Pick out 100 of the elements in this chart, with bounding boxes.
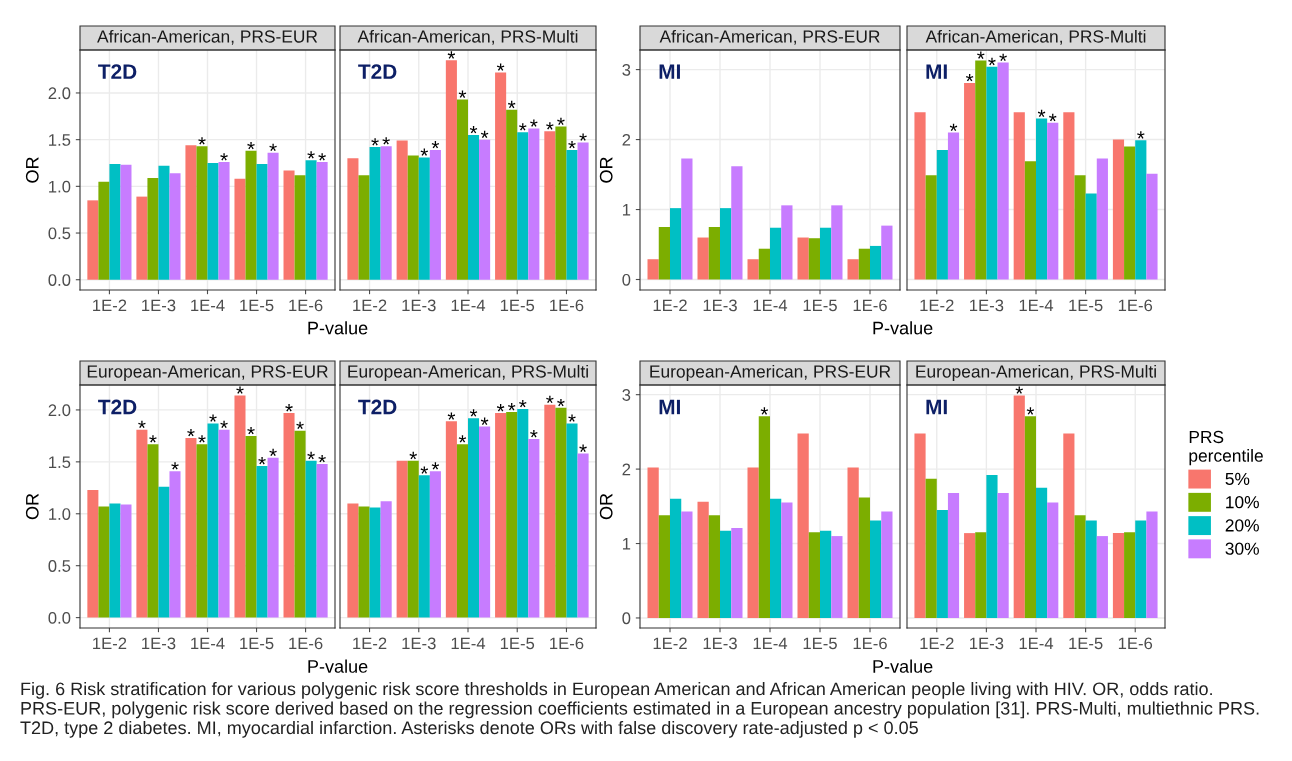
bar bbox=[925, 175, 937, 280]
bar bbox=[947, 492, 960, 618]
bar bbox=[936, 150, 948, 280]
bar bbox=[936, 510, 948, 618]
data-label: * bbox=[469, 409, 478, 417]
bar bbox=[147, 444, 159, 618]
x-tick-label: 1E-3 bbox=[402, 299, 436, 312]
data-label: * bbox=[187, 429, 195, 437]
bar bbox=[544, 131, 556, 280]
bar bbox=[770, 498, 782, 618]
x-tick-label: 1E-2 bbox=[353, 299, 387, 312]
data-label: * bbox=[480, 130, 489, 139]
bar bbox=[528, 128, 540, 280]
data-label: * bbox=[546, 122, 554, 130]
bar bbox=[169, 471, 181, 618]
bar bbox=[708, 227, 720, 280]
x-tick-label: 1E-4 bbox=[1019, 637, 1054, 650]
bar bbox=[1013, 112, 1025, 280]
y-tick-label: 3 bbox=[622, 389, 631, 401]
data-label: * bbox=[269, 143, 277, 152]
y-tick-label: 1.0 bbox=[49, 508, 71, 520]
bar bbox=[566, 149, 578, 280]
bar bbox=[358, 175, 370, 280]
y-tick-label: 3 bbox=[622, 63, 631, 76]
bar bbox=[797, 237, 809, 280]
bar bbox=[914, 433, 926, 618]
bar bbox=[544, 404, 556, 618]
bar bbox=[358, 506, 370, 618]
x-tick-label: 1E-2 bbox=[653, 637, 687, 650]
data-label: * bbox=[469, 126, 478, 134]
data-label: * bbox=[198, 435, 206, 443]
bar bbox=[294, 430, 306, 618]
bar bbox=[1135, 140, 1147, 280]
bar bbox=[1024, 416, 1036, 618]
bar bbox=[528, 439, 540, 618]
bar bbox=[517, 408, 529, 618]
data-label: * bbox=[220, 153, 228, 161]
data-label: * bbox=[236, 386, 244, 394]
data-label: * bbox=[318, 153, 326, 161]
bar bbox=[429, 471, 441, 618]
bar bbox=[858, 248, 870, 280]
chart-title: European-American, PRS-Multi bbox=[348, 364, 588, 382]
bar bbox=[781, 502, 793, 618]
data-label: * bbox=[519, 399, 527, 408]
annotation: MI bbox=[926, 64, 947, 79]
bar bbox=[658, 515, 670, 618]
data-label: * bbox=[507, 100, 516, 109]
chart-title: African-American, PRS-EUR bbox=[97, 29, 318, 45]
bar bbox=[316, 463, 328, 618]
bar bbox=[158, 165, 170, 280]
annotation: T2D bbox=[98, 64, 137, 79]
data-label: * bbox=[568, 140, 576, 149]
bar bbox=[577, 453, 589, 618]
x-tick-label: 1E-6 bbox=[1118, 299, 1153, 312]
y-tick-label: 2 bbox=[622, 133, 631, 146]
x-tick-label: 1E-6 bbox=[289, 299, 323, 312]
bar bbox=[947, 132, 960, 280]
x-tick-label: 1E-5 bbox=[803, 299, 837, 312]
bar bbox=[1146, 173, 1158, 280]
bar bbox=[1063, 433, 1075, 618]
x-tick-label: 1E-4 bbox=[451, 637, 486, 650]
bar bbox=[305, 160, 317, 280]
data-label: * bbox=[530, 119, 538, 127]
bar bbox=[758, 416, 770, 618]
bar bbox=[881, 511, 893, 618]
data-label: * bbox=[247, 426, 255, 435]
x-axis-title: P-value bbox=[308, 321, 368, 335]
x-tick-label: 1E-4 bbox=[191, 299, 225, 312]
bar bbox=[136, 196, 148, 280]
bar bbox=[267, 457, 279, 618]
bar bbox=[681, 158, 693, 280]
data-label: * bbox=[1026, 407, 1035, 415]
bar bbox=[914, 112, 926, 280]
y-tick-label: 0.5 bbox=[48, 227, 71, 240]
data-label: * bbox=[296, 421, 304, 430]
legend-label: 30% bbox=[1225, 542, 1259, 555]
data-label: * bbox=[519, 123, 527, 131]
bar bbox=[870, 245, 882, 280]
data-label: * bbox=[546, 395, 554, 404]
bar bbox=[925, 478, 937, 618]
bar bbox=[975, 60, 987, 280]
bar bbox=[245, 150, 257, 280]
bar bbox=[997, 62, 1009, 280]
y-tick-label: 1 bbox=[622, 204, 631, 216]
bar bbox=[870, 520, 882, 618]
bar bbox=[1074, 175, 1086, 280]
chart-title: European-American, PRS-EUR bbox=[650, 364, 891, 382]
bar bbox=[881, 225, 893, 280]
data-label: * bbox=[496, 63, 505, 71]
bar bbox=[1085, 193, 1097, 280]
data-label: * bbox=[557, 398, 565, 407]
y-axis-title: OR bbox=[599, 493, 613, 520]
bar bbox=[1074, 515, 1086, 618]
data-label: * bbox=[760, 407, 769, 415]
data-label: * bbox=[1137, 131, 1145, 139]
bar bbox=[858, 497, 870, 618]
x-tick-label: 1E-5 bbox=[1069, 637, 1103, 650]
bar bbox=[975, 532, 987, 618]
x-tick-label: 1E-3 bbox=[402, 637, 436, 650]
bar bbox=[283, 170, 295, 280]
